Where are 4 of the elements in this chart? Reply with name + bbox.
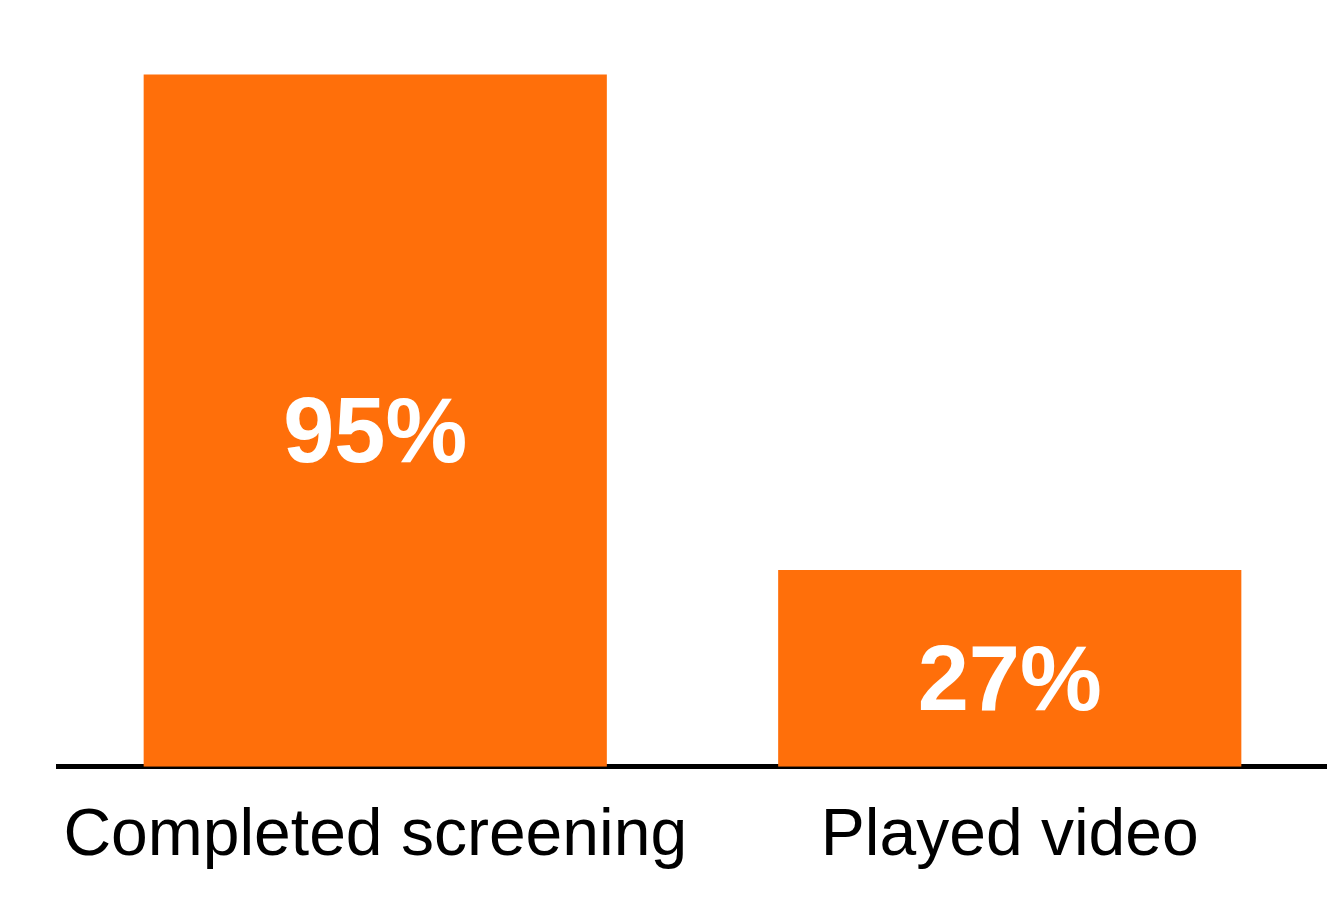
data-label: 95% (283, 378, 468, 481)
data-label: 27% (917, 626, 1102, 729)
x-tick-label: Completed screening (63, 794, 688, 869)
x-tick-label: Played video (820, 794, 1199, 869)
